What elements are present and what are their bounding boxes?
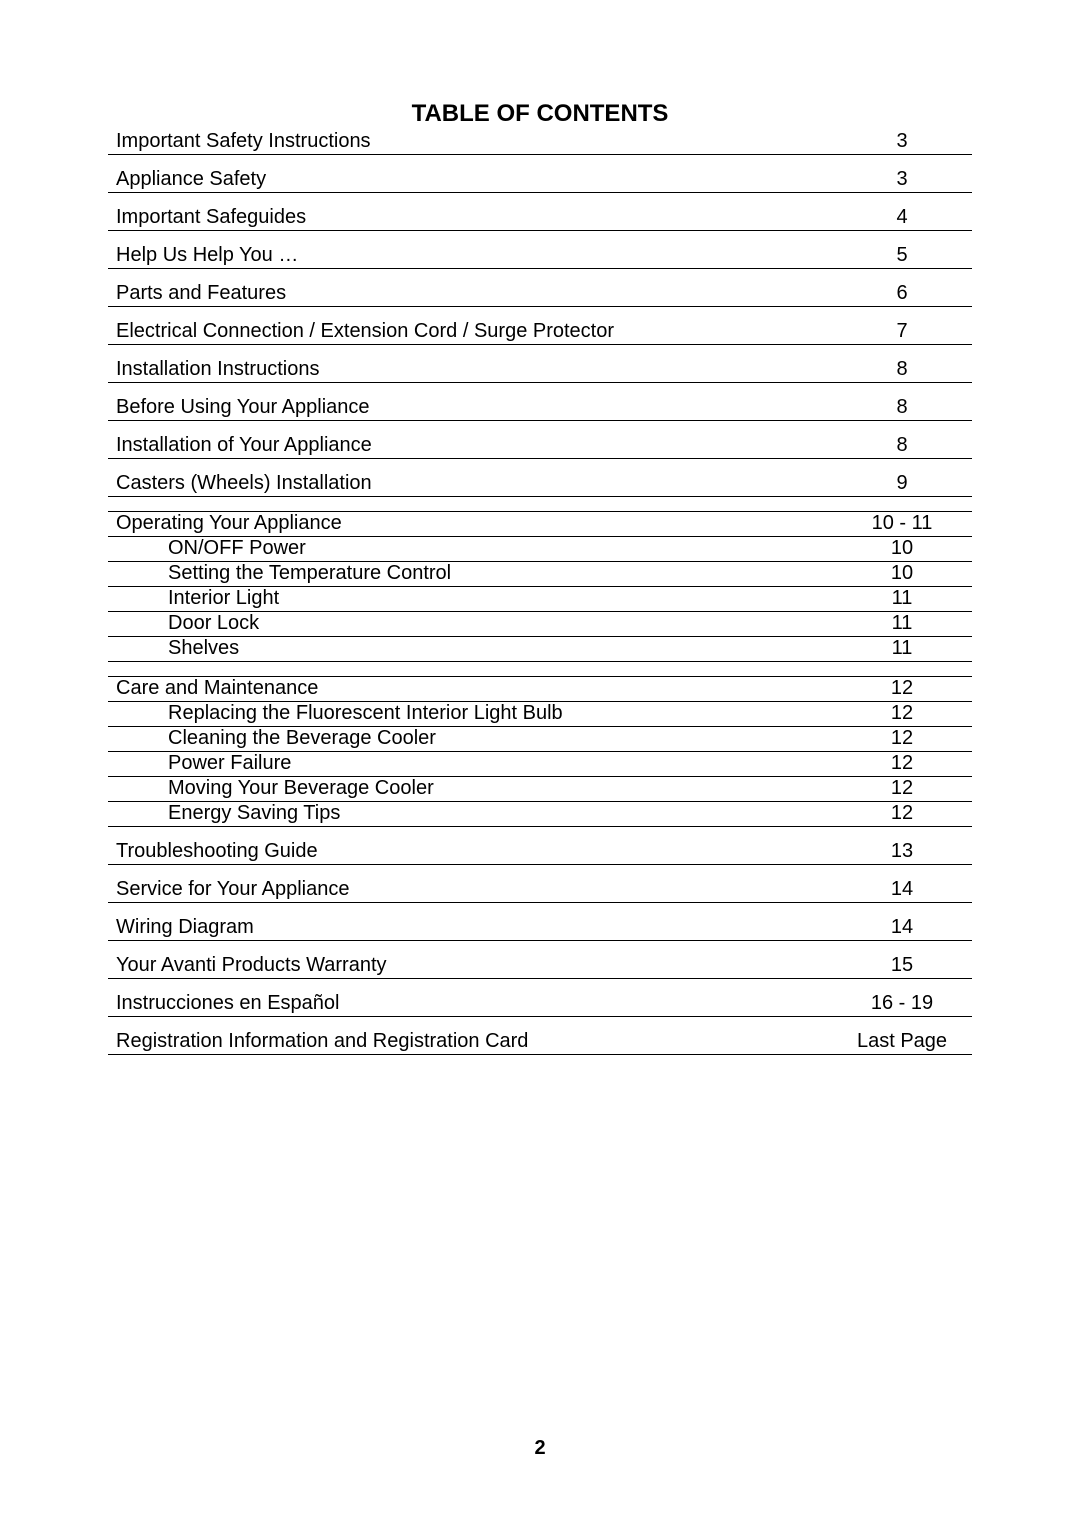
toc-page: 11 xyxy=(832,612,972,636)
toc-page: 15 xyxy=(832,954,972,978)
toc-row: Your Avanti Products Warranty15 xyxy=(108,941,972,979)
toc-label: Moving Your Beverage Cooler xyxy=(108,777,832,801)
toc-page: 3 xyxy=(832,130,972,154)
toc-label: Important Safety Instructions xyxy=(108,130,832,154)
toc-row: Care and Maintenance12 xyxy=(108,677,972,702)
toc-label: Electrical Connection / Extension Cord /… xyxy=(108,320,832,344)
toc-label: Casters (Wheels) Installation xyxy=(108,472,832,496)
toc-row: Help Us Help You …5 xyxy=(108,231,972,269)
page-title: TABLE OF CONTENTS xyxy=(108,100,972,128)
toc-row: Parts and Features6 xyxy=(108,269,972,307)
toc-row: Important Safety Instructions3 xyxy=(108,130,972,155)
toc-page: 10 xyxy=(832,537,972,561)
toc-page: 8 xyxy=(832,358,972,382)
toc-page: 12 xyxy=(832,752,972,776)
toc-label: Registration Information and Registratio… xyxy=(108,1030,832,1054)
toc-row: Before Using Your Appliance8 xyxy=(108,383,972,421)
toc-page: 12 xyxy=(832,777,972,801)
toc-row: Energy Saving Tips12 xyxy=(108,802,972,827)
toc-row: Installation Instructions8 xyxy=(108,345,972,383)
toc-label: Replacing the Fluorescent Interior Light… xyxy=(108,702,832,726)
toc-row: Operating Your Appliance10 - 11 xyxy=(108,512,972,537)
toc-row: Cleaning the Beverage Cooler12 xyxy=(108,727,972,752)
toc-row: ON/OFF Power10 xyxy=(108,537,972,562)
toc-label: Interior Light xyxy=(108,587,832,611)
toc-label: Power Failure xyxy=(108,752,832,776)
toc-page: 5 xyxy=(832,244,972,268)
toc-label: Door Lock xyxy=(108,612,832,636)
toc-page: 10 - 11 xyxy=(832,512,972,536)
toc-page: 11 xyxy=(832,587,972,611)
toc-row: Installation of Your Appliance8 xyxy=(108,421,972,459)
toc-row: Door Lock11 xyxy=(108,612,972,637)
toc-row: Instrucciones en Español16 - 19 xyxy=(108,979,972,1017)
toc-page: 9 xyxy=(832,472,972,496)
toc-label: Instrucciones en Español xyxy=(108,992,832,1016)
toc-label: Shelves xyxy=(108,637,832,661)
toc-label: Appliance Safety xyxy=(108,168,832,192)
toc-page: 4 xyxy=(832,206,972,230)
toc-label: Your Avanti Products Warranty xyxy=(108,954,832,978)
toc-page: 8 xyxy=(832,434,972,458)
toc-page: 16 - 19 xyxy=(832,992,972,1016)
toc-page: 12 xyxy=(832,702,972,726)
toc-page: 7 xyxy=(832,320,972,344)
toc-label: Installation Instructions xyxy=(108,358,832,382)
toc-label: Energy Saving Tips xyxy=(108,802,832,826)
toc-page: 11 xyxy=(832,637,972,661)
page-number: 2 xyxy=(0,1437,1080,1460)
toc-label: Setting the Temperature Control xyxy=(108,562,832,586)
toc-page: 8 xyxy=(832,396,972,420)
toc-row: Important Safeguides4 xyxy=(108,193,972,231)
toc-label: Cleaning the Beverage Cooler xyxy=(108,727,832,751)
toc-page: 14 xyxy=(832,878,972,902)
toc-row: Casters (Wheels) Installation9 xyxy=(108,459,972,497)
toc-label: Troubleshooting Guide xyxy=(108,840,832,864)
toc-row: Moving Your Beverage Cooler12 xyxy=(108,777,972,802)
toc-page: 12 xyxy=(832,677,972,701)
toc-label: Installation of Your Appliance xyxy=(108,434,832,458)
toc-label: Operating Your Appliance xyxy=(108,512,832,536)
toc-page: 13 xyxy=(832,840,972,864)
toc-row: Wiring Diagram14 xyxy=(108,903,972,941)
toc-label: Service for Your Appliance xyxy=(108,878,832,902)
toc-label: Help Us Help You … xyxy=(108,244,832,268)
toc-row: Shelves11 xyxy=(108,637,972,662)
toc-label: Important Safeguides xyxy=(108,206,832,230)
toc-row: Setting the Temperature Control10 xyxy=(108,562,972,587)
toc-gap xyxy=(108,497,972,512)
toc-label: Care and Maintenance xyxy=(108,677,832,701)
toc-row: Electrical Connection / Extension Cord /… xyxy=(108,307,972,345)
toc-page: 6 xyxy=(832,282,972,306)
toc-row: Troubleshooting Guide13 xyxy=(108,827,972,865)
toc-row: Registration Information and Registratio… xyxy=(108,1017,972,1055)
toc-row: Power Failure12 xyxy=(108,752,972,777)
toc-label: Parts and Features xyxy=(108,282,832,306)
toc-label: Wiring Diagram xyxy=(108,916,832,940)
toc-row: Interior Light11 xyxy=(108,587,972,612)
toc-gap xyxy=(108,662,972,677)
toc-page: 3 xyxy=(832,168,972,192)
toc-page: Last Page xyxy=(832,1030,972,1054)
table-of-contents: Important Safety Instructions3Appliance … xyxy=(108,130,972,1055)
toc-label: Before Using Your Appliance xyxy=(108,396,832,420)
toc-row: Appliance Safety3 xyxy=(108,155,972,193)
toc-page: 14 xyxy=(832,916,972,940)
toc-page: 12 xyxy=(832,802,972,826)
toc-row: Service for Your Appliance14 xyxy=(108,865,972,903)
toc-page: 12 xyxy=(832,727,972,751)
toc-row: Replacing the Fluorescent Interior Light… xyxy=(108,702,972,727)
toc-page: 10 xyxy=(832,562,972,586)
toc-label: ON/OFF Power xyxy=(108,537,832,561)
page-container: TABLE OF CONTENTS Important Safety Instr… xyxy=(0,0,1080,1522)
